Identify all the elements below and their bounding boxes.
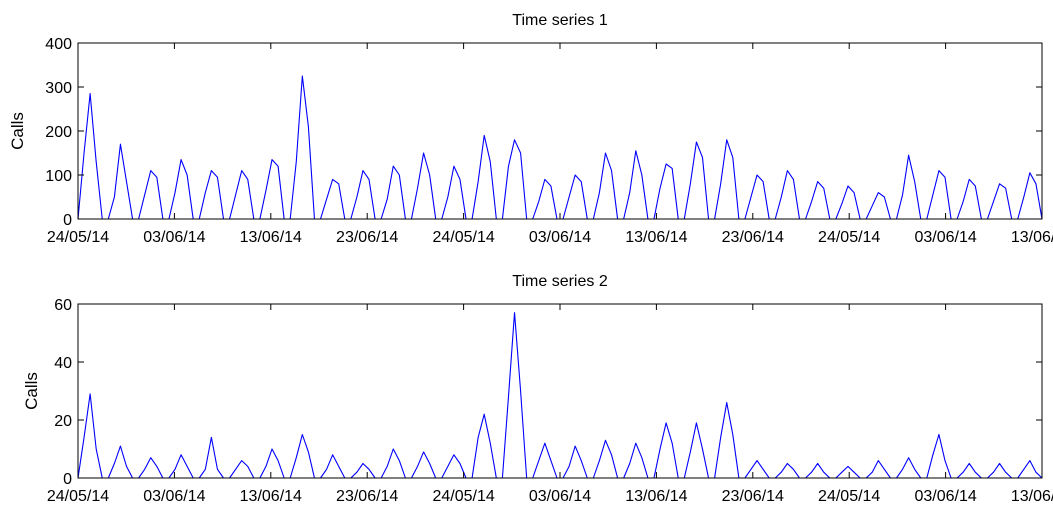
x-tick-label: 03/06/14 <box>529 488 591 505</box>
chart-title: Time series 1 <box>512 12 608 29</box>
x-tick-label: 03/06/14 <box>914 488 976 505</box>
x-tick-label: 03/06/14 <box>529 229 591 246</box>
x-tick-label: 24/05/14 <box>432 488 494 505</box>
x-tick-label: 03/06/14 <box>914 229 976 246</box>
y-tick-label: 200 <box>45 124 72 141</box>
x-tick-label: 23/06/14 <box>722 229 784 246</box>
x-tick-label: 23/06/14 <box>336 229 398 246</box>
x-tick-label: 13/06/14 <box>240 488 302 505</box>
x-tick-label: 03/06/14 <box>143 229 205 246</box>
x-tick-label: 03/06/14 <box>143 488 205 505</box>
chart-title: Time series 2 <box>512 273 608 290</box>
series-line <box>77 312 1043 479</box>
y-tick-label: 60 <box>54 297 72 314</box>
chart-panel-time-series-2: Time series 2 Calls 0 20 40 60 24/05/14 03/06… <box>22 273 1053 505</box>
y-tick-label: 0 <box>63 212 72 229</box>
x-tick-label: 24/05/14 <box>432 229 494 246</box>
plot-frame <box>77 303 1043 479</box>
x-tick-label: 13/06/14 <box>240 229 302 246</box>
x-tick-label: 13/06/14 <box>625 229 687 246</box>
x-tick-label: 24/05/14 <box>818 229 880 246</box>
y-tick-label: 40 <box>54 355 72 372</box>
plot-frame <box>77 42 1043 220</box>
y-tick-label: 400 <box>45 36 72 53</box>
chart-panel-time-series-1: Time series 1 Calls 0 100 200 300 400 24/05/1… <box>8 12 1053 246</box>
x-tick-label: 13/06/14 <box>625 488 687 505</box>
y-tick-label: 0 <box>63 471 72 488</box>
y-axis-label: Calls <box>8 112 27 150</box>
x-tick-label: 24/05/14 <box>47 229 109 246</box>
x-tick-label: 13/06/14 <box>1011 229 1053 246</box>
y-tick-label: 100 <box>45 168 72 185</box>
x-tick-label: 13/06/14 <box>1011 488 1053 505</box>
series-line <box>77 75 1043 220</box>
x-tick-label: 23/06/14 <box>336 488 398 505</box>
x-tick-label: 24/05/14 <box>47 488 109 505</box>
y-tick-label: 20 <box>54 413 72 430</box>
x-tick-label: 23/06/14 <box>722 488 784 505</box>
x-tick-label: 24/05/14 <box>818 488 880 505</box>
y-axis-label: Calls <box>22 372 41 410</box>
y-tick-label: 300 <box>45 80 72 97</box>
